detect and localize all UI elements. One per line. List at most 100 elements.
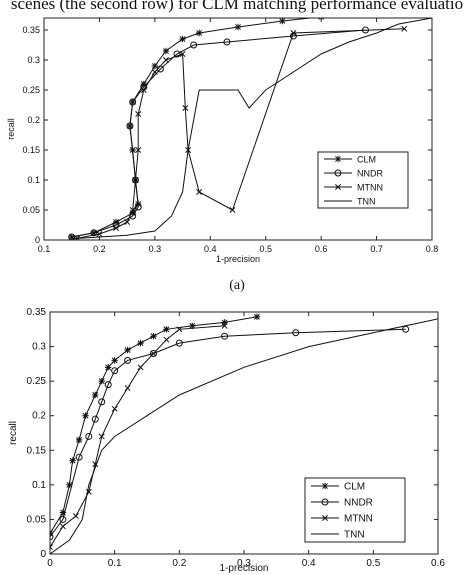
data-point-mtnn: [151, 69, 158, 75]
y-tick-label: 0.25: [27, 376, 47, 387]
x-tick-label: 0.2: [93, 244, 106, 254]
legend-label-tnn: TNN: [357, 197, 376, 207]
data-point-clm: [75, 436, 83, 444]
data-point-nndr: [111, 367, 119, 375]
legend-marker-nndr: [334, 169, 342, 177]
data-point-nndr: [98, 398, 106, 406]
series-tnn: [50, 318, 438, 554]
x-tick-label: 0.6: [315, 244, 328, 254]
data-point-mtnn: [162, 57, 169, 63]
data-point-mtnn: [182, 105, 189, 111]
data-point-nndr: [190, 41, 198, 49]
page-header-text: scenes (the second row) for CLM matching…: [10, 0, 464, 13]
x-axis-label: 1-precision: [220, 563, 269, 574]
y-axis-label: recall: [6, 118, 16, 140]
data-point-mtnn: [290, 30, 297, 36]
legend-marker-nndr: [321, 498, 329, 506]
data-point-mtnn: [98, 433, 105, 440]
data-point-nndr: [91, 415, 99, 423]
data-point-mtnn: [59, 523, 66, 530]
data-point-nndr: [104, 381, 112, 389]
legend-label-mtnn: MTNN: [344, 514, 373, 525]
y-tick-label: 0.35: [27, 307, 47, 318]
y-tick-label: 0.15: [22, 145, 40, 155]
data-point-nndr: [221, 332, 229, 340]
data-point-mtnn: [401, 25, 408, 32]
data-point-mtnn: [124, 219, 131, 225]
legend-box: [304, 477, 406, 543]
series-line-nndr: [50, 328, 406, 537]
y-tick-label: 0: [35, 235, 40, 245]
data-point-clm: [82, 412, 89, 419]
data-point-nndr: [75, 453, 83, 461]
y-tick-label: 0.1: [32, 480, 46, 491]
legend-label-mtnn: MTNN: [357, 183, 383, 193]
y-tick-label: 0.1: [27, 175, 40, 185]
y-tick-label: 0.35: [22, 25, 40, 35]
x-tick-label: 0.5: [259, 244, 272, 254]
x-tick-label: 0.1: [38, 244, 51, 254]
data-point-mtnn: [150, 350, 157, 357]
legend-marker-mtnn: [335, 184, 341, 190]
data-point-mtnn: [196, 189, 203, 195]
data-point-mtnn: [96, 231, 103, 237]
data-point-clm: [59, 509, 67, 516]
data-point-clm: [111, 357, 118, 364]
y-tick-label: 0.2: [27, 115, 40, 125]
y-tick-label: 0.15: [27, 445, 47, 456]
x-tick-label: 0.7: [370, 244, 383, 254]
data-point-mtnn: [72, 513, 79, 519]
x-tick-label: 0.3: [237, 558, 251, 569]
series-clm: [50, 313, 261, 537]
data-point-clm: [124, 346, 131, 354]
data-point-clm: [189, 322, 196, 330]
data-point-nndr: [90, 229, 98, 237]
data-point-clm: [234, 23, 242, 31]
data-point-nndr: [50, 533, 54, 541]
data-point-mtnn: [229, 207, 236, 213]
plot-frame: [43, 17, 433, 241]
legend-label-nndr: NNDR: [344, 498, 373, 509]
data-point-clm: [163, 326, 170, 333]
data-point-clm: [179, 35, 186, 43]
x-tick-label: 0.4: [302, 558, 316, 569]
data-point-mtnn: [135, 147, 142, 153]
data-point-mtnn: [176, 326, 183, 333]
y-tick-label: 0.25: [22, 85, 40, 95]
x-tick-label: 0.6: [431, 558, 445, 569]
data-point-nndr: [126, 122, 134, 130]
data-point-nndr: [68, 233, 76, 240]
y-tick-label: 0: [40, 549, 46, 560]
x-tick-label: 0.3: [149, 244, 162, 254]
legend-marker-mtnn: [322, 515, 328, 521]
data-point-nndr: [292, 329, 300, 337]
data-point-mtnn: [221, 322, 228, 329]
data-point-clm: [279, 18, 286, 25]
series-line-clm: [50, 316, 257, 534]
data-point-nndr: [149, 349, 157, 357]
series-line-tnn: [71, 18, 432, 240]
series-line-nndr: [71, 29, 366, 238]
data-point-mtnn: [124, 385, 131, 392]
series-tnn: [71, 18, 432, 240]
data-point-nndr: [175, 339, 183, 347]
y-tick-label: 0.05: [22, 205, 40, 215]
legend-label-clm: CLM: [344, 482, 365, 493]
series-line-tnn: [50, 318, 438, 554]
data-point-nndr: [134, 203, 142, 211]
data-point-clm: [221, 319, 228, 326]
legend-marker-clm: [334, 155, 342, 163]
chart-legend: CLM NNDR MTNN TNN: [317, 151, 409, 209]
x-tick-label: 0.2: [172, 558, 186, 569]
panel-a-label: (a): [229, 278, 245, 293]
data-point-mtnn: [135, 111, 142, 117]
data-point-nndr: [173, 50, 181, 58]
chart-legend: CLM NNDR MTNN TNN: [304, 477, 406, 543]
data-point-clm: [137, 339, 144, 347]
x-tick-label: 0: [47, 558, 53, 569]
data-point-mtnn: [179, 51, 186, 57]
y-axis-label: recall: [8, 421, 19, 445]
data-point-nndr: [124, 356, 132, 364]
